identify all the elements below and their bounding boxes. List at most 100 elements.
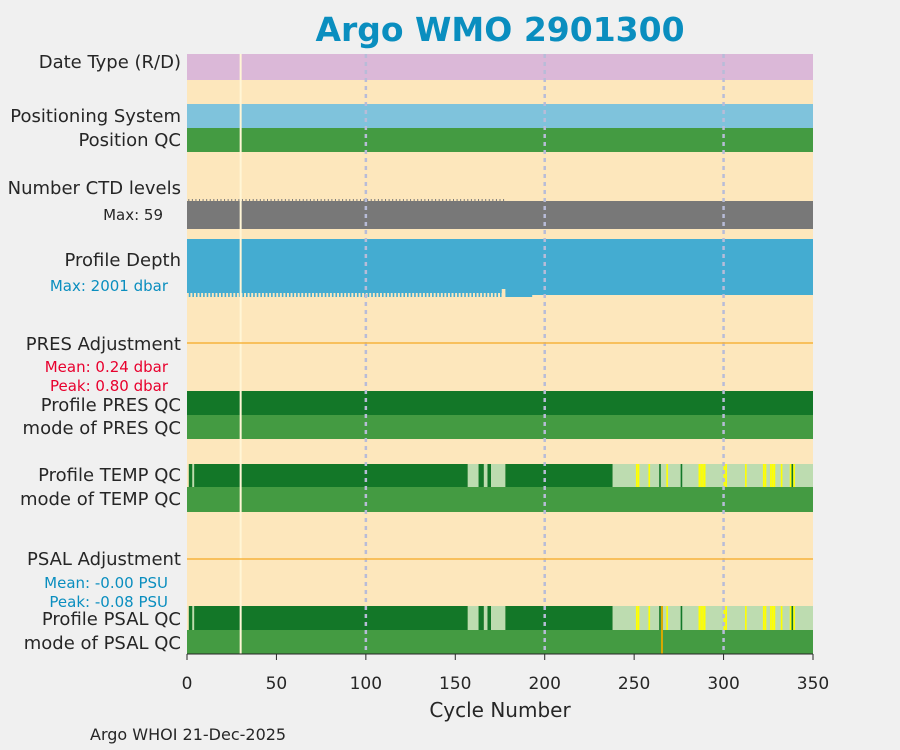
- profile_temp_qc-mark: [793, 464, 795, 487]
- series-layer: [187, 54, 813, 654]
- profile-depth-bar: [439, 293, 441, 297]
- profile_psal_qc-mark: [745, 606, 747, 630]
- x-tick-label: 0: [181, 674, 193, 694]
- profile-depth-bar: [399, 293, 402, 297]
- profile-depth-bar: [460, 293, 463, 297]
- band-date_type: [187, 54, 813, 80]
- row-label-position_qc: Position QC: [78, 130, 181, 151]
- profile_temp_qc-mark: [659, 464, 661, 487]
- profile-depth-bar: [195, 293, 198, 297]
- profile_temp_qc-mark: [745, 464, 747, 487]
- profile_temp_qc-mark: [648, 464, 651, 487]
- profile_psal_qc-mark: [700, 606, 702, 630]
- profile_psal_qc-mark: [703, 606, 706, 630]
- profile-depth-bar: [321, 293, 323, 297]
- profile-depth-bar: [303, 293, 305, 297]
- row-label-profile_psal_qc: Profile PSAL QC: [41, 609, 181, 630]
- profile-depth-bar: [188, 293, 191, 297]
- profile_temp_qc-mark: [666, 464, 668, 487]
- profile-depth-bar: [299, 293, 302, 297]
- profile_psal_qc-segment: [491, 606, 506, 630]
- profile-depth-bar: [378, 293, 380, 297]
- profile-depth-bar: [253, 293, 255, 297]
- profile-depth-bar: [371, 293, 373, 297]
- profile-depth-bar: [313, 293, 316, 297]
- profile_temp_qc-segment: [194, 464, 468, 487]
- profile_temp_qc-segment: [192, 464, 195, 487]
- profile_psal_qc-mark: [637, 606, 640, 630]
- profile-depth-bar: [192, 293, 194, 297]
- profile_psal_qc-mark: [771, 606, 774, 630]
- profile-depth-bar: [235, 293, 237, 297]
- profile-depth-bar: [374, 293, 377, 297]
- profile_psal_qc-mark: [702, 606, 704, 630]
- profile-depth-bar: [335, 293, 338, 297]
- profile_temp_qc-mark: [780, 464, 783, 487]
- profile-depth-bar: [342, 293, 345, 297]
- profile-depth-bar: [242, 293, 245, 297]
- psal-mean-note: Mean: -0.00 PSU: [44, 574, 168, 592]
- profile_psal_qc-segment: [478, 606, 484, 630]
- profile-depth-bar: [392, 293, 395, 297]
- profile-depth-bar: [324, 293, 327, 297]
- profile_temp_qc-segment: [491, 464, 506, 487]
- profile-depth-bar: [507, 289, 509, 297]
- profile_temp_qc-mark: [770, 464, 772, 487]
- band-mode_psal_qc: [187, 630, 813, 654]
- ctd-max-note: Max: 59: [103, 206, 163, 224]
- profile_temp_qc-mark: [789, 464, 792, 487]
- profile-depth-bar: [267, 293, 270, 297]
- profile-depth-bar: [263, 293, 266, 297]
- psal-mode-mark: [660, 606, 663, 630]
- profile_psal_qc-mark: [725, 606, 727, 630]
- row-label-profile_depth: Profile Depth: [64, 250, 181, 271]
- profile-depth-bar: [508, 295, 533, 297]
- profile-depth-bar: [306, 293, 309, 297]
- profile_psal_qc-mark: [666, 606, 668, 630]
- profile_psal_qc-segment: [483, 606, 488, 630]
- profile_psal_qc-mark: [789, 606, 792, 630]
- profile-depth-bar: [271, 293, 273, 297]
- profile-depth-bar: [389, 293, 391, 297]
- profile_temp_qc-segment: [505, 464, 613, 487]
- ctd-levels-bars: [187, 201, 813, 229]
- profile_psal_qc-segment: [194, 606, 468, 630]
- profile-depth-bar: [474, 293, 477, 297]
- x-tick-label: 150: [439, 674, 472, 694]
- profile_temp_qc-mark: [773, 464, 776, 487]
- profile-depth-bar: [199, 293, 202, 297]
- profile_temp_qc-segment: [483, 464, 488, 487]
- profile_psal_qc-mark: [648, 606, 651, 630]
- row-label-mode_psal_qc: mode of PSAL QC: [23, 633, 181, 654]
- profile_psal_qc-mark: [770, 606, 772, 630]
- profile_temp_qc-mark: [702, 464, 704, 487]
- profile-depth-bar: [353, 293, 355, 297]
- x-tick-label: 50: [265, 674, 288, 694]
- footer-credit: Argo WHOI 21-Dec-2025: [90, 725, 287, 744]
- row-label-mode_temp_qc: mode of TEMP QC: [19, 489, 181, 510]
- plot-background: [187, 54, 813, 654]
- psal-mode-mark: [660, 630, 663, 654]
- profile-depth-bar: [256, 293, 259, 297]
- row-label-mode_pres_qc: mode of PRES QC: [22, 418, 181, 439]
- profile_psal_qc-mark: [780, 606, 783, 630]
- profile-depth-bar: [249, 293, 252, 297]
- psal-peak-note: Peak: -0.08 PSU: [49, 593, 168, 611]
- x-axis-label: Cycle Number: [429, 698, 571, 722]
- profile-depth-bar: [414, 293, 416, 297]
- grid-layer: [364, 54, 725, 654]
- band-position_qc: [187, 128, 813, 152]
- profile-depth-bar: [417, 293, 420, 297]
- profile-depth-bar: [421, 293, 423, 297]
- profile-depth-bar: [317, 293, 320, 297]
- profile_psal_qc-segment: [505, 606, 613, 630]
- profile_temp_qc-mark: [762, 464, 765, 487]
- profile_psal_qc-mark: [698, 606, 701, 630]
- x-tick-label: 250: [617, 674, 651, 694]
- profile_temp_qc-mark: [680, 464, 683, 487]
- profile-depth-bar: [385, 293, 388, 297]
- x-tick-label: 100: [349, 674, 383, 694]
- profile_temp_qc-mark: [771, 464, 774, 487]
- profile-depth-bar: [478, 293, 481, 297]
